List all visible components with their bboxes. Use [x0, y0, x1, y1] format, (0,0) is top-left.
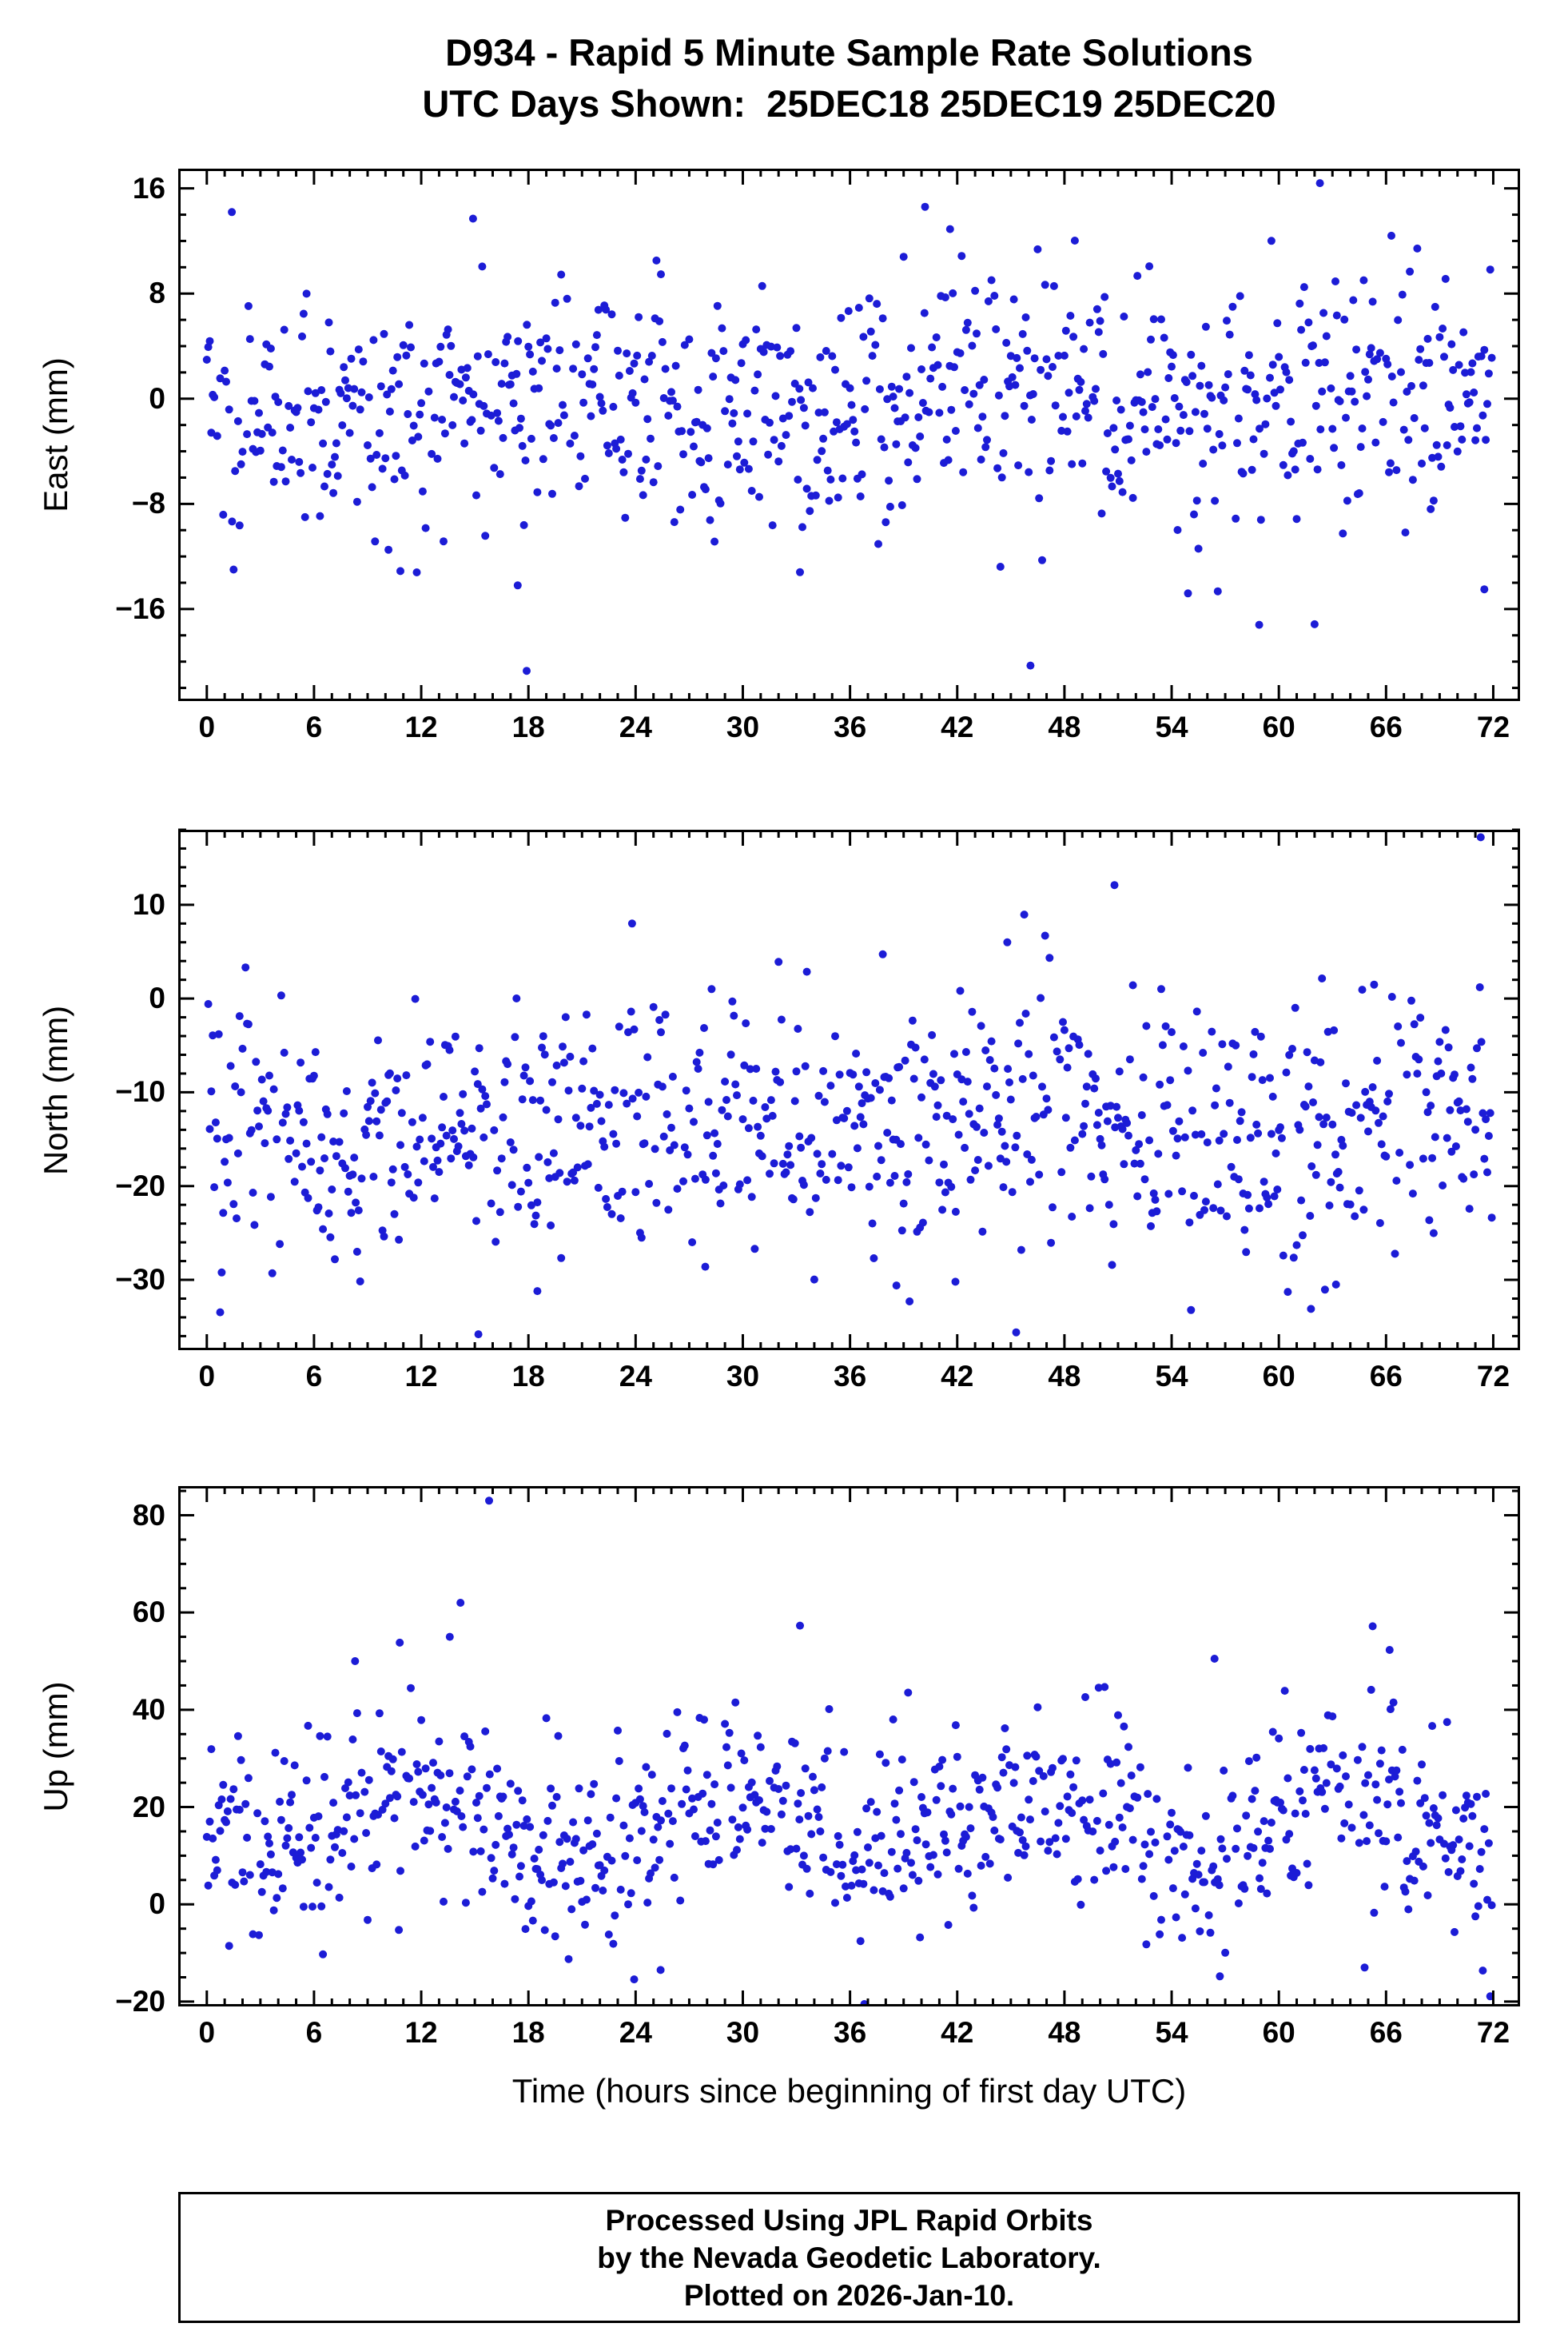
north-plot	[178, 828, 1520, 1350]
north-xtick-label: 54	[1155, 1360, 1188, 1393]
plot-frame	[178, 1486, 1520, 2006]
north-xtick-label: 60	[1262, 1360, 1295, 1393]
east-ytick-label: 8	[149, 277, 165, 310]
up-ytick-label: 20	[132, 1790, 165, 1823]
east-xtick-label: 72	[1476, 711, 1510, 743]
up-xtick-label: 30	[726, 2016, 760, 2049]
east-ytick-label: 16	[132, 171, 165, 205]
north-ytick-label: 0	[149, 982, 165, 1015]
up-ytick-label: 0	[149, 1887, 165, 1921]
up-xtick-label: 60	[1262, 2016, 1295, 2049]
east-plot	[178, 169, 1520, 701]
scatter-points	[202, 179, 1496, 675]
up-xtick-label: 24	[619, 2016, 652, 2049]
east-xtick-label: 12	[404, 711, 438, 743]
scatter-points	[202, 1496, 1496, 2006]
east-ytick-label: −8	[131, 487, 165, 520]
up-ytick-label: −20	[115, 1984, 165, 2018]
plot-frame	[178, 169, 1520, 701]
up-xtick-label: 12	[404, 2016, 438, 2049]
east-xtick-label: 18	[511, 711, 545, 743]
east-xtick-label: 24	[619, 711, 652, 743]
east-xtick-label: 42	[941, 711, 974, 743]
chart-subtitle: UTC Days Shown: 25DEC18 25DEC19 25DEC20	[422, 82, 1276, 125]
footer-line-1: Processed Using JPL Rapid Orbits	[605, 2203, 1093, 2237]
up-xtick-label: 72	[1476, 2016, 1510, 2049]
north-ytick-label: −30	[115, 1263, 165, 1297]
north-xtick-label: 42	[941, 1360, 974, 1393]
north-xtick-label: 72	[1476, 1360, 1510, 1393]
up-xtick-label: 54	[1155, 2016, 1188, 2049]
north-xtick-label: 12	[404, 1360, 438, 1393]
east-xtick-label: 30	[726, 711, 760, 743]
north-xtick-label: 48	[1048, 1360, 1081, 1393]
east-ytick-label: 0	[149, 381, 165, 415]
up-xtick-label: 48	[1048, 2016, 1081, 2049]
east-xtick-label: 54	[1155, 711, 1188, 743]
up-xtick-label: 18	[511, 2016, 545, 2049]
east-xtick-label: 6	[305, 711, 323, 743]
north-ytick-label: 10	[132, 887, 165, 921]
axis-ticks	[178, 828, 1520, 1350]
east-ytick-label: −16	[115, 592, 165, 625]
east-xtick-label: 60	[1262, 711, 1295, 743]
north-xtick-label: 30	[726, 1360, 760, 1393]
up-xtick-label: 6	[305, 2016, 323, 2049]
up-ytick-label: 40	[132, 1692, 165, 1726]
east-xtick-label: 36	[834, 711, 867, 743]
up-xtick-label: 66	[1369, 2016, 1403, 2049]
plot-frame	[178, 830, 1520, 1350]
north-xtick-label: 6	[305, 1360, 323, 1393]
north-ytick-label: −10	[115, 1075, 165, 1109]
up-xtick-label: 36	[834, 2016, 867, 2049]
east-xtick-label: 48	[1048, 711, 1081, 743]
up-ytick-label: 80	[132, 1498, 165, 1532]
footer-line-3: Plotted on 2026-Jan-10.	[683, 2278, 1015, 2312]
x-axis-label: Time (hours since beginning of first day…	[511, 2072, 1187, 2110]
north-xtick-label: 0	[198, 1360, 216, 1393]
chart-title: D934 - Rapid 5 Minute Sample Rate Soluti…	[445, 31, 1253, 74]
up-ytick-label: 60	[132, 1596, 165, 1629]
north-xtick-label: 66	[1369, 1360, 1403, 1393]
footer-line-2: by the Nevada Geodetic Laboratory.	[597, 2241, 1101, 2274]
footer-box: Processed Using JPL Rapid Orbits by the …	[178, 2192, 1520, 2323]
north-ytick-label: −20	[115, 1169, 165, 1202]
east-xtick-label: 0	[198, 711, 216, 743]
north-xtick-label: 18	[511, 1360, 545, 1393]
north-xtick-label: 24	[619, 1360, 652, 1393]
scatter-points	[204, 833, 1496, 1339]
up-xtick-label: 0	[198, 2016, 216, 2049]
north-xtick-label: 36	[834, 1360, 867, 1393]
up-xtick-label: 42	[941, 2016, 974, 2049]
up-plot	[178, 1486, 1520, 2006]
east-xtick-label: 66	[1369, 711, 1403, 743]
